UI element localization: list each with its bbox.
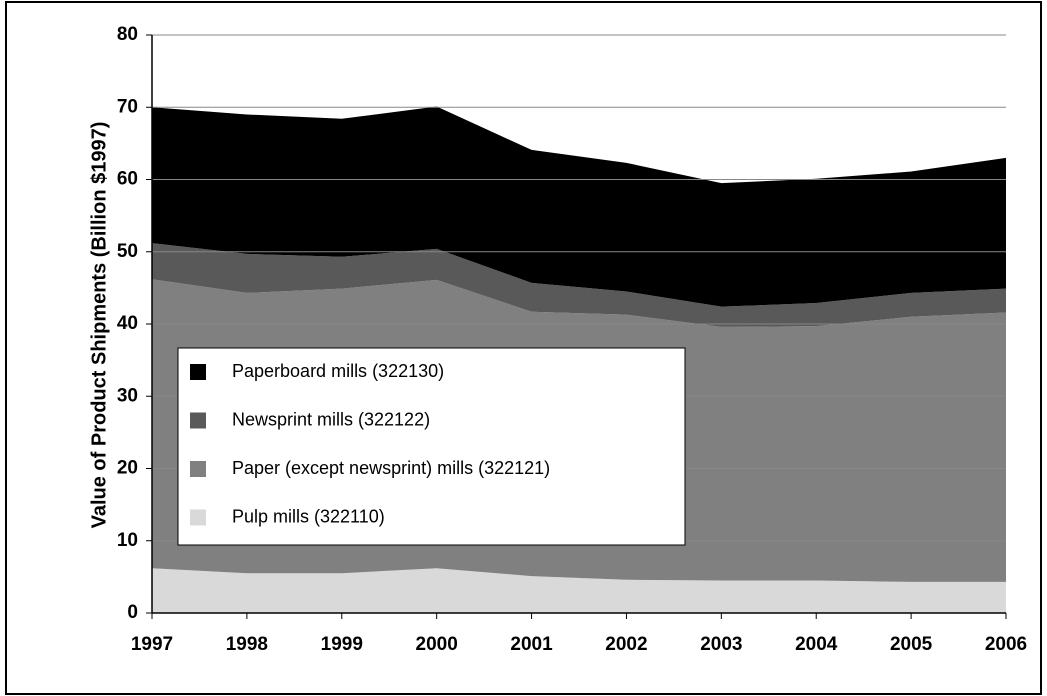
legend-label: Paperboard mills (322130)	[232, 361, 444, 381]
y-tick-label: 30	[117, 385, 138, 406]
x-tick-label: 2001	[510, 634, 553, 655]
x-tick-label: 2006	[985, 634, 1027, 655]
legend-label: Newsprint mills (322122)	[232, 409, 430, 429]
legend-label: Pulp mills (322110)	[232, 506, 385, 526]
area	[152, 243, 1006, 327]
y-tick-label: 80	[117, 24, 138, 45]
y-tick-label: 10	[117, 530, 138, 551]
x-tick-label: 1999	[321, 634, 363, 655]
area	[152, 568, 1006, 613]
x-tick-label: 2002	[605, 634, 647, 655]
y-tick-label: 50	[117, 241, 138, 262]
x-tick-label: 2003	[700, 634, 742, 655]
legend-swatch	[190, 364, 206, 380]
x-tick-label: 2004	[795, 634, 838, 655]
y-tick-label: 60	[117, 169, 138, 190]
legend-swatch	[190, 412, 206, 429]
y-tick-label: 0	[127, 602, 138, 623]
legend-swatch	[190, 461, 206, 477]
frame	[5, 1, 1042, 695]
x-tick-label: 2005	[890, 634, 933, 655]
legend-box	[177, 347, 686, 546]
legend-swatch	[190, 509, 206, 526]
y-tick-label: 70	[117, 96, 138, 117]
y-tick-label: 40	[117, 313, 138, 334]
x-tick-label: 1998	[226, 634, 268, 655]
x-tick-label: 1997	[131, 634, 173, 655]
area	[152, 106, 1006, 307]
y-tick-label: 20	[117, 458, 138, 479]
y-axis-label: Value of Product Shipments (Billion $199…	[88, 122, 110, 529]
legend-label: Paper (except newsprint) mills (322121)	[232, 458, 550, 478]
x-tick-label: 2000	[416, 634, 458, 655]
